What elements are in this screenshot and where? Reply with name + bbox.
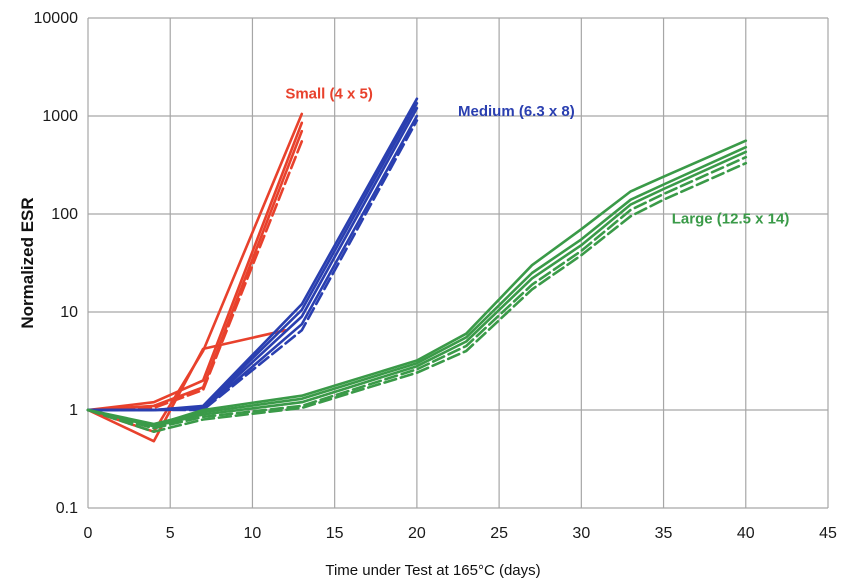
series-annotation: Small (4 x 5) [285,86,373,103]
plot-background [88,18,828,508]
series-line-small-5 [86,121,304,412]
x-tick-label: 25 [490,525,508,542]
x-tick-label: 30 [572,525,590,542]
annotations: Small (4 x 5) Medium (6.3 x 8) Large (12.5… [285,86,789,228]
x-tick-label: 40 [737,525,755,542]
y-tick-labels: 0.1 1 10 100 1000 10000 [34,10,79,517]
y-tick-label: 0.1 [56,500,78,517]
series-line-medium-10 [86,101,419,412]
x-tick-label: 10 [244,525,262,542]
x-tick-label: 45 [819,525,837,542]
series-line-small-2 [86,328,287,443]
y-tick-label: 10000 [34,10,79,27]
y-tick-label: 100 [51,206,78,223]
series-line-large-12 [86,145,748,426]
y-axis-label: Normalized ESR [18,197,37,328]
series-line-large-15 [86,161,748,434]
x-tick-label: 5 [166,525,175,542]
x-tick-labels: 0 5 10 15 20 25 30 35 40 45 [84,525,837,542]
series-annotation: Medium (6.3 x 8) [458,103,575,120]
x-axis-label: Time under Test at 165°C (days) [325,562,540,579]
x-tick-label: 0 [84,525,93,542]
y-tick-label: 1 [69,402,78,419]
series-line-large-13 [86,150,748,428]
series-line-small-3 [86,129,304,412]
x-tick-label: 35 [655,525,673,542]
series-annotation: Large (12.5 x 14) [672,210,790,227]
series-lines [86,97,748,443]
x-tick-label: 20 [408,525,426,542]
series-line-large-14 [86,155,748,430]
y-tick-label: 10 [60,304,78,321]
x-tick-label: 15 [326,525,344,542]
y-tick-label: 1000 [42,108,78,125]
